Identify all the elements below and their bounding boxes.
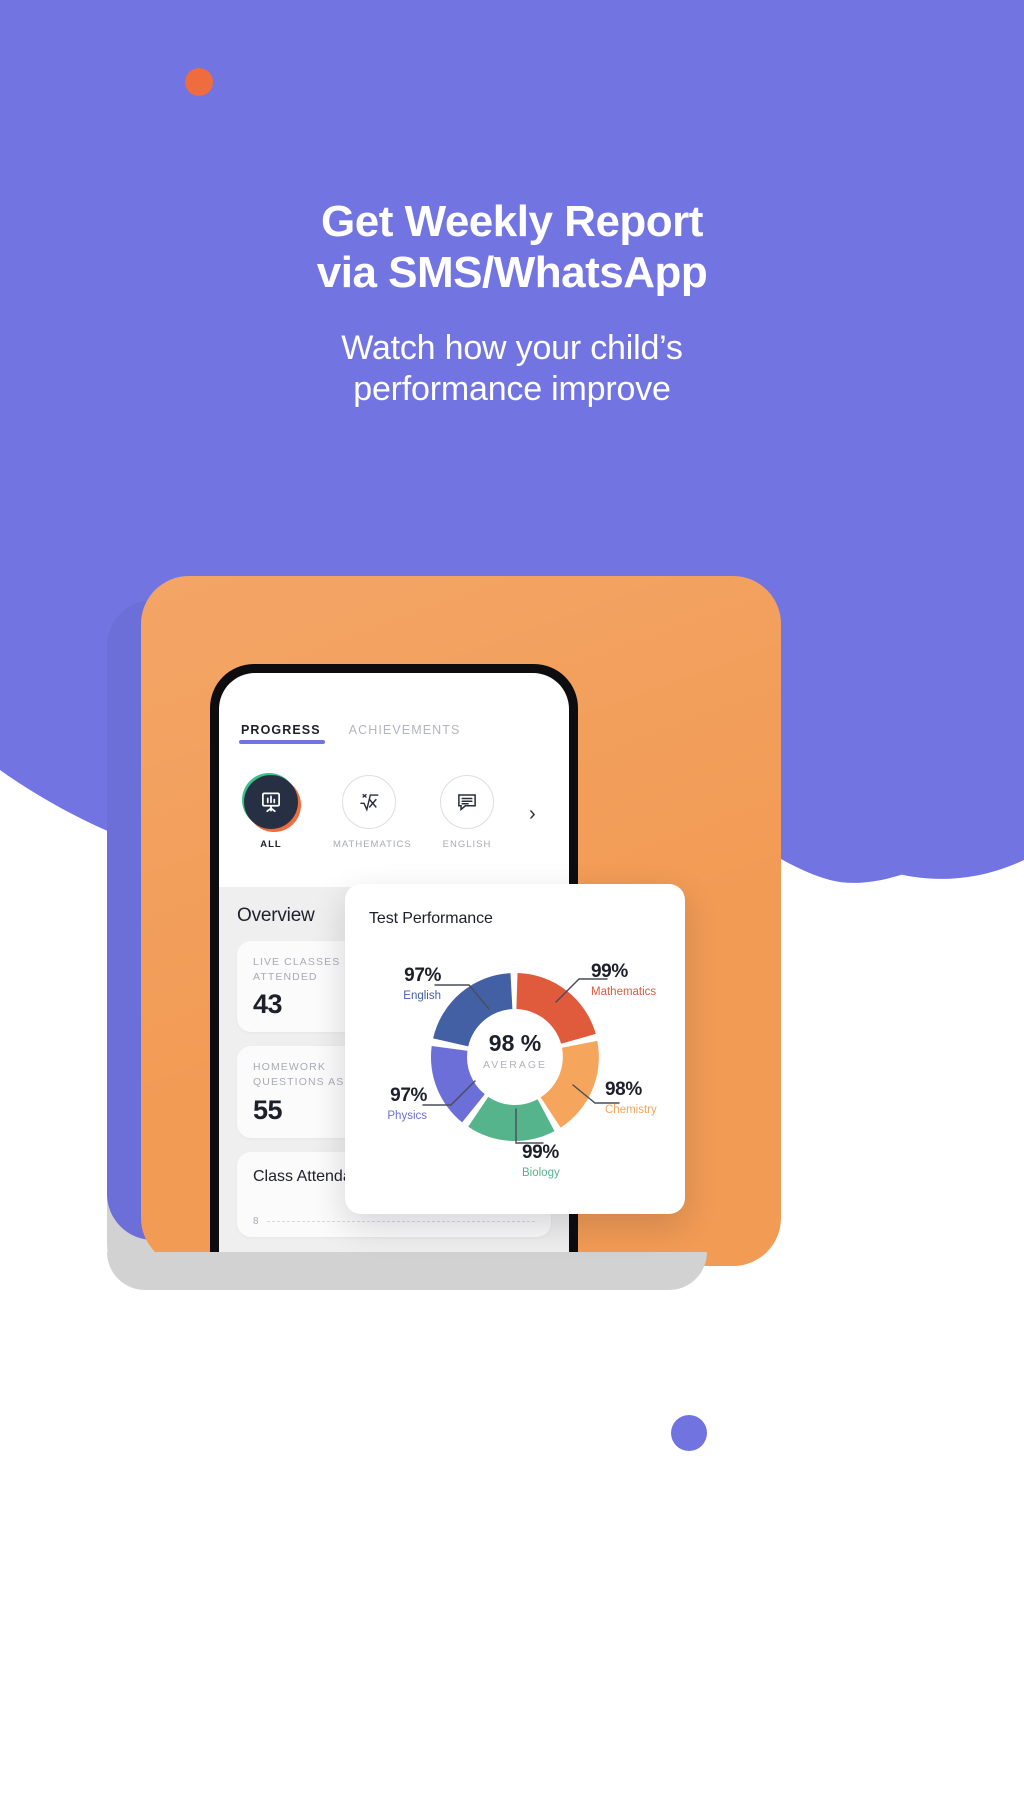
- subject-label-mathematics: MATHEMATICS: [333, 839, 412, 850]
- donut-slice-english: [433, 973, 513, 1047]
- tab-achievements-label: ACHIEVEMENTS: [348, 723, 461, 737]
- subject-item-mathematics[interactable]: MATHEMATICS: [333, 775, 412, 850]
- chat-lines-icon: [440, 775, 494, 829]
- tab-bar: PROGRESS ACHIEVEMENTS: [239, 723, 461, 744]
- headline-line-1: Get Weekly Report: [321, 197, 703, 246]
- hero-subheadline: Watch how your child’s performance impro…: [0, 328, 1024, 411]
- test-performance-title: Test Performance: [369, 910, 493, 927]
- tab-achievements[interactable]: ACHIEVEMENTS: [349, 723, 461, 744]
- donut-slice-chemistry: [540, 1040, 599, 1128]
- stat-label-live-classes: LIVE CLASSES ATTENDED: [253, 955, 535, 984]
- donut-label-mathematics-name: Mathematics: [591, 985, 657, 998]
- donut-slice-physics: [430, 1046, 485, 1123]
- leader-line-chemistry: [572, 1084, 620, 1104]
- donut-label-english: 97% English: [357, 965, 441, 1005]
- stat-value-homework: 55: [253, 1094, 283, 1125]
- attendance-axis-row: 8: [253, 1216, 535, 1227]
- stat-label-line-1: LIVE CLASSES: [253, 956, 341, 968]
- leader-line-physics: [422, 1080, 476, 1106]
- subject-item-all[interactable]: ALL: [235, 775, 307, 850]
- donut-label-physics-value: 97%: [390, 1085, 427, 1106]
- subject-selector: ALL MATHEMATICS: [235, 775, 569, 850]
- chevron-right-icon[interactable]: ›: [529, 803, 536, 825]
- donut-center-label: AVERAGE: [483, 1059, 547, 1071]
- donut-slice-mathematics: [516, 973, 596, 1044]
- stat-label-line-1: HOMEWORK: [253, 1061, 326, 1074]
- subject-label-english: ENGLISH: [442, 839, 492, 850]
- donut-label-biology-name: Biology: [522, 1166, 560, 1179]
- leader-line-mathematics: [555, 978, 608, 1003]
- hero-headline: Get Weekly Report via SMS/WhatsApp: [0, 196, 1024, 298]
- donut-label-english-value: 97%: [404, 965, 441, 986]
- overview-title: Overview: [237, 905, 315, 926]
- square-root-icon: [342, 775, 396, 829]
- grey-plinth: [107, 1252, 707, 1290]
- attendance-axis-label: 8: [253, 1215, 259, 1227]
- tab-progress-label: PROGRESS: [241, 723, 321, 737]
- donut-slice-biology: [468, 1096, 555, 1142]
- presentation-chart-icon: [244, 775, 298, 829]
- stat-value-live-classes: 43: [253, 989, 283, 1020]
- donut-center: 98 % AVERAGE: [345, 1030, 685, 1071]
- subject-item-english[interactable]: ENGLISH: [431, 775, 503, 850]
- donut-chart: 98 % AVERAGE 97% English 99% Mathematics…: [345, 930, 685, 1214]
- stat-label-line-2: ATTENDED: [253, 970, 318, 983]
- donut-label-mathematics-value: 99%: [591, 961, 628, 982]
- stat-label-homework: HOMEWORK QUESTIONS ASKED: [253, 1060, 535, 1089]
- attendance-gridline: [266, 1220, 535, 1222]
- donut-label-mathematics: 99% Mathematics: [591, 961, 685, 1001]
- donut-label-biology: 99% Biology: [522, 1142, 614, 1182]
- donut-center-value: 98 %: [488, 1030, 542, 1056]
- subheadline-line-1: Watch how your child’s: [341, 329, 683, 367]
- orange-dot-icon: [185, 68, 213, 96]
- donut-label-chemistry-name: Chemistry: [605, 1103, 657, 1116]
- donut-label-physics-name: Physics: [387, 1109, 427, 1122]
- leader-line-biology: [515, 1108, 544, 1144]
- subject-label-all: ALL: [260, 839, 282, 850]
- donut-label-biology-value: 99%: [522, 1142, 559, 1163]
- donut-label-english-name: English: [403, 989, 441, 1002]
- stat-label-line-2: QUESTIONS ASKED: [253, 1076, 370, 1089]
- subheadline-line-2: performance improve: [353, 370, 671, 409]
- purple-dot-icon: [671, 1415, 707, 1451]
- donut-label-chemistry-value: 98%: [605, 1079, 642, 1100]
- tab-progress[interactable]: PROGRESS: [239, 723, 325, 744]
- test-performance-card: Test Performance: [345, 884, 685, 1214]
- headline-line-2: via SMS/WhatsApp: [316, 248, 708, 298]
- donut-label-physics: 97% Physics: [345, 1085, 427, 1125]
- leader-line-english: [434, 984, 490, 1010]
- donut-label-chemistry: 98% Chemistry: [605, 1079, 685, 1119]
